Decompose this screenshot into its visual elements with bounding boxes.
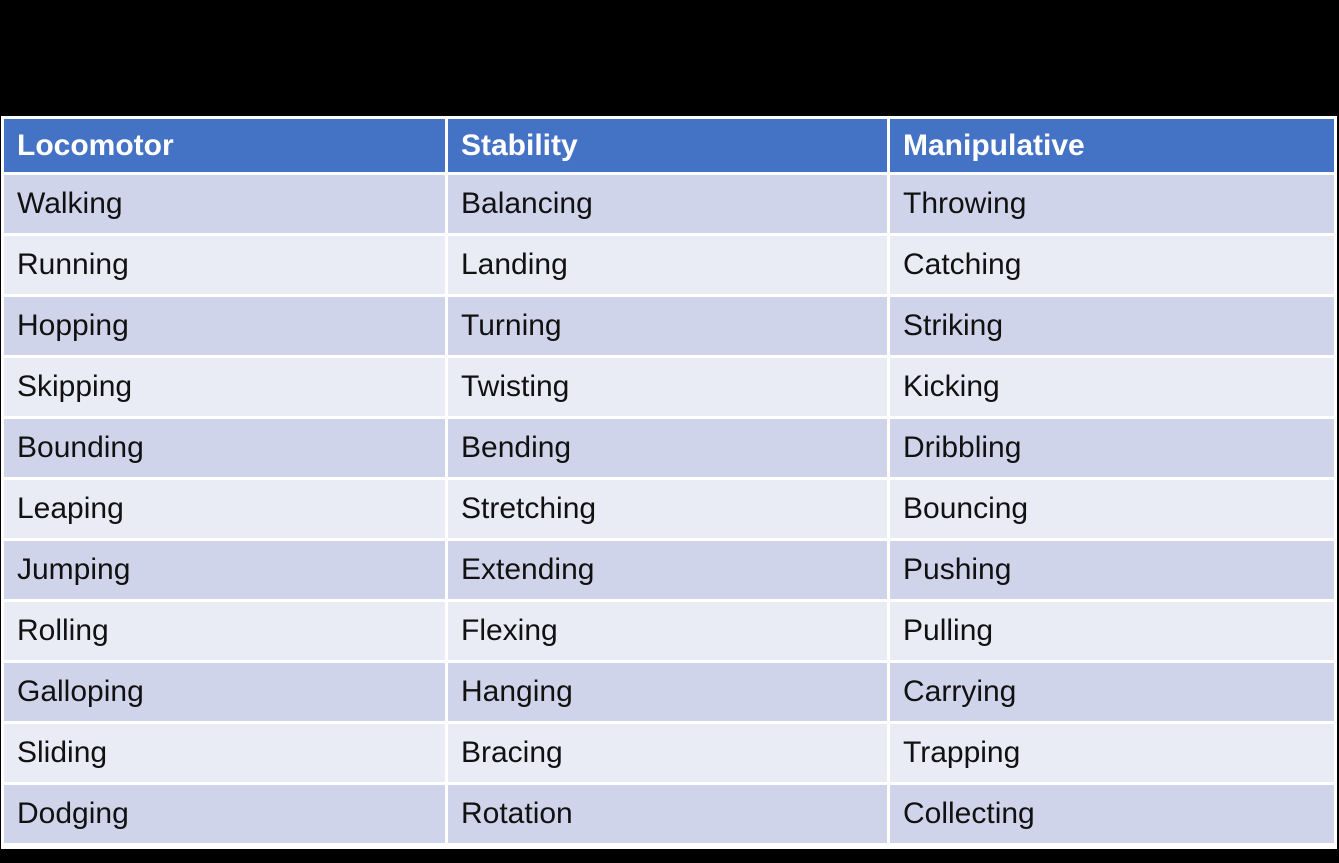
table-cell: Sliding [4, 724, 445, 782]
table-cell: Galloping [4, 663, 445, 721]
table-cell: Stretching [448, 480, 887, 538]
table-cell: Trapping [890, 724, 1334, 782]
table-cell: Walking [4, 175, 445, 233]
table-cell: Catching [890, 236, 1334, 294]
table-cell: Leaping [4, 480, 445, 538]
table-cell: Skipping [4, 358, 445, 416]
table-cell: Rotation [448, 785, 887, 843]
table-cell: Flexing [448, 602, 887, 660]
table-cell: Bracing [448, 724, 887, 782]
table-cell: Hanging [448, 663, 887, 721]
table-cell: Hopping [4, 297, 445, 355]
table-cell: Striking [890, 297, 1334, 355]
table-cell: Extending [448, 541, 887, 599]
table-cell: Bouncing [890, 480, 1334, 538]
table-cell: Pushing [890, 541, 1334, 599]
table-cell: Rolling [4, 602, 445, 660]
table-cell: Balancing [448, 175, 887, 233]
table-cell: Bounding [4, 419, 445, 477]
table-cell: Dribbling [890, 419, 1334, 477]
table-cell: Bending [448, 419, 887, 477]
table-cell: Turning [448, 297, 887, 355]
table-cell: Carrying [890, 663, 1334, 721]
table-cell: Dodging [4, 785, 445, 843]
table-cell: Kicking [890, 358, 1334, 416]
column-header-stability: Stability [448, 119, 887, 172]
table-cell: Throwing [890, 175, 1334, 233]
column-header-manipulative: Manipulative [890, 119, 1334, 172]
table-cell: Collecting [890, 785, 1334, 843]
table-cell: Landing [448, 236, 887, 294]
column-header-locomotor: Locomotor [4, 119, 445, 172]
table-cell: Jumping [4, 541, 445, 599]
table-cell: Pulling [890, 602, 1334, 660]
movement-skills-table: Locomotor Stability Manipulative Walking… [1, 116, 1337, 849]
table-cell: Twisting [448, 358, 887, 416]
table-cell: Running [4, 236, 445, 294]
